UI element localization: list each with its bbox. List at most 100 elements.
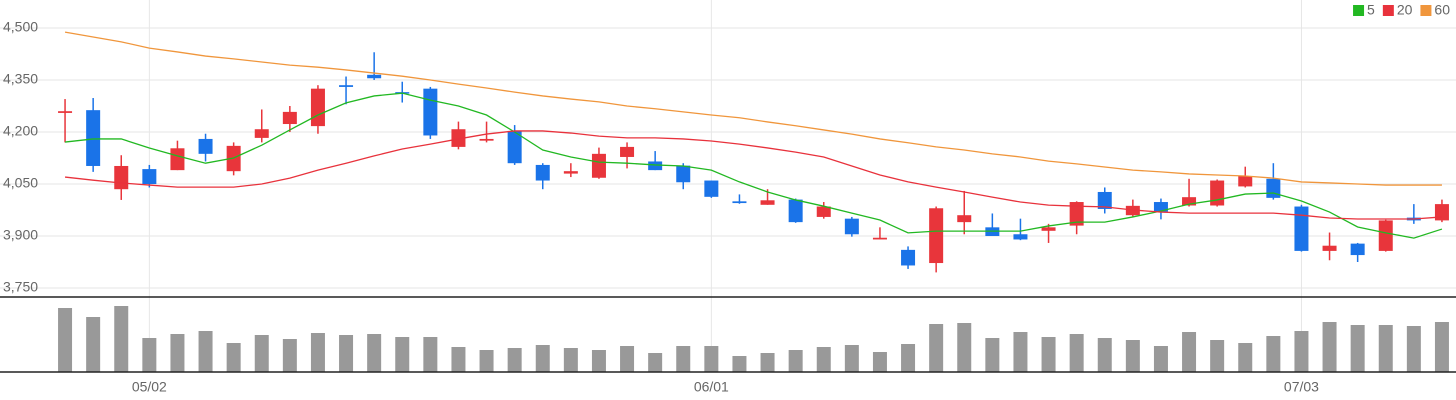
candle-body xyxy=(676,165,691,183)
legend-swatch xyxy=(1382,5,1394,16)
y-tick-label: 4,200 xyxy=(3,123,38,139)
legend-swatch xyxy=(1420,5,1432,16)
candle-body xyxy=(648,161,663,171)
volume-bar xyxy=(170,334,185,372)
legend-label: 20 xyxy=(1397,2,1413,18)
volume-bar xyxy=(1350,325,1365,372)
volume-bar xyxy=(676,346,691,372)
candle-body xyxy=(367,74,382,79)
candle-body xyxy=(1097,191,1112,209)
y-tick-label: 3,900 xyxy=(3,227,38,243)
candle-body xyxy=(563,171,578,174)
volume-bar xyxy=(901,344,916,372)
candle-body xyxy=(957,215,972,223)
candle-body xyxy=(1182,197,1197,206)
volume-bar xyxy=(929,324,944,372)
candle-body xyxy=(1041,227,1056,231)
volume-bar xyxy=(957,323,972,372)
volume-bar xyxy=(339,335,354,372)
candle-body xyxy=(788,199,803,223)
volume-bar xyxy=(479,350,494,372)
y-tick-label: 4,350 xyxy=(3,71,38,87)
y-tick-label: 3,750 xyxy=(3,279,38,295)
candle-body xyxy=(507,130,522,164)
volume-bar xyxy=(1210,340,1225,372)
candle-body xyxy=(1378,220,1393,251)
legend-label: 60 xyxy=(1434,2,1450,18)
volume-bar xyxy=(732,356,747,372)
volume-bar xyxy=(1294,331,1309,372)
candle-body xyxy=(732,201,747,204)
volume-bar xyxy=(114,306,129,372)
candle-body xyxy=(479,138,494,141)
volume-bar xyxy=(872,352,887,372)
volume-bar xyxy=(1378,325,1393,372)
candle-body xyxy=(142,169,157,184)
volume-bar xyxy=(367,334,382,372)
x-tick-label: 06/01 xyxy=(694,379,729,395)
candle-body xyxy=(170,148,185,171)
volume-bar xyxy=(1266,336,1281,372)
moving-average-line xyxy=(64,130,1442,220)
x-tick-label: 05/02 xyxy=(132,379,167,395)
volume-bar xyxy=(563,348,578,372)
candle-body xyxy=(1153,202,1168,212)
candle-body xyxy=(535,164,550,181)
volume-bar xyxy=(844,345,859,372)
candle-body xyxy=(704,180,719,197)
candle-body xyxy=(872,237,887,240)
volume-bar xyxy=(198,331,213,372)
candle-body xyxy=(451,129,466,147)
volume-bar xyxy=(1069,334,1084,372)
volume-bar xyxy=(760,353,775,372)
volume-bar xyxy=(1434,322,1449,372)
candle-body xyxy=(1434,204,1449,221)
candle-body xyxy=(86,110,101,166)
candle-body xyxy=(339,85,354,87)
volume-bar xyxy=(86,317,101,372)
candle-body xyxy=(816,206,831,217)
candle-body xyxy=(114,165,129,190)
volume-bar xyxy=(816,347,831,372)
candle-body xyxy=(1238,176,1253,187)
volume-bar xyxy=(1013,332,1028,372)
volume-bar xyxy=(1406,326,1421,372)
x-tick-label: 07/03 xyxy=(1284,379,1319,395)
candle-body xyxy=(620,146,635,157)
volume-bar xyxy=(535,345,550,372)
volume-bar xyxy=(451,347,466,372)
volume-bar xyxy=(142,338,157,372)
candle-body xyxy=(1322,245,1337,251)
candle-body xyxy=(254,129,269,138)
volume-bar xyxy=(1238,343,1253,372)
candle-body xyxy=(1350,243,1365,256)
volume-bar xyxy=(254,335,269,372)
y-tick-label: 4,500 xyxy=(3,19,38,35)
candle-body xyxy=(844,218,859,235)
volume-bar xyxy=(704,346,719,372)
volume-bar xyxy=(1153,346,1168,372)
candle-body xyxy=(591,153,606,178)
volume-bar xyxy=(1125,340,1140,372)
y-tick-label: 4,050 xyxy=(3,175,38,191)
volume-bar xyxy=(423,337,438,372)
candle-body xyxy=(282,111,297,125)
volume-bar xyxy=(395,337,410,372)
candle-body xyxy=(58,111,73,113)
volume-bar xyxy=(1322,322,1337,372)
candle-body xyxy=(760,200,775,205)
volume-bar xyxy=(1041,337,1056,372)
volume-bar xyxy=(620,346,635,372)
volume-bar xyxy=(1097,338,1112,372)
candle-body xyxy=(423,88,438,136)
candle-body xyxy=(1294,206,1309,251)
volume-bar xyxy=(282,339,297,372)
moving-average-line xyxy=(64,92,1443,239)
legend-swatch xyxy=(1353,5,1365,16)
volume-bar xyxy=(788,350,803,372)
volume-bar xyxy=(985,338,1000,372)
candle-body xyxy=(929,208,944,264)
moving-average-line xyxy=(64,31,1442,186)
candle-body xyxy=(198,138,213,154)
